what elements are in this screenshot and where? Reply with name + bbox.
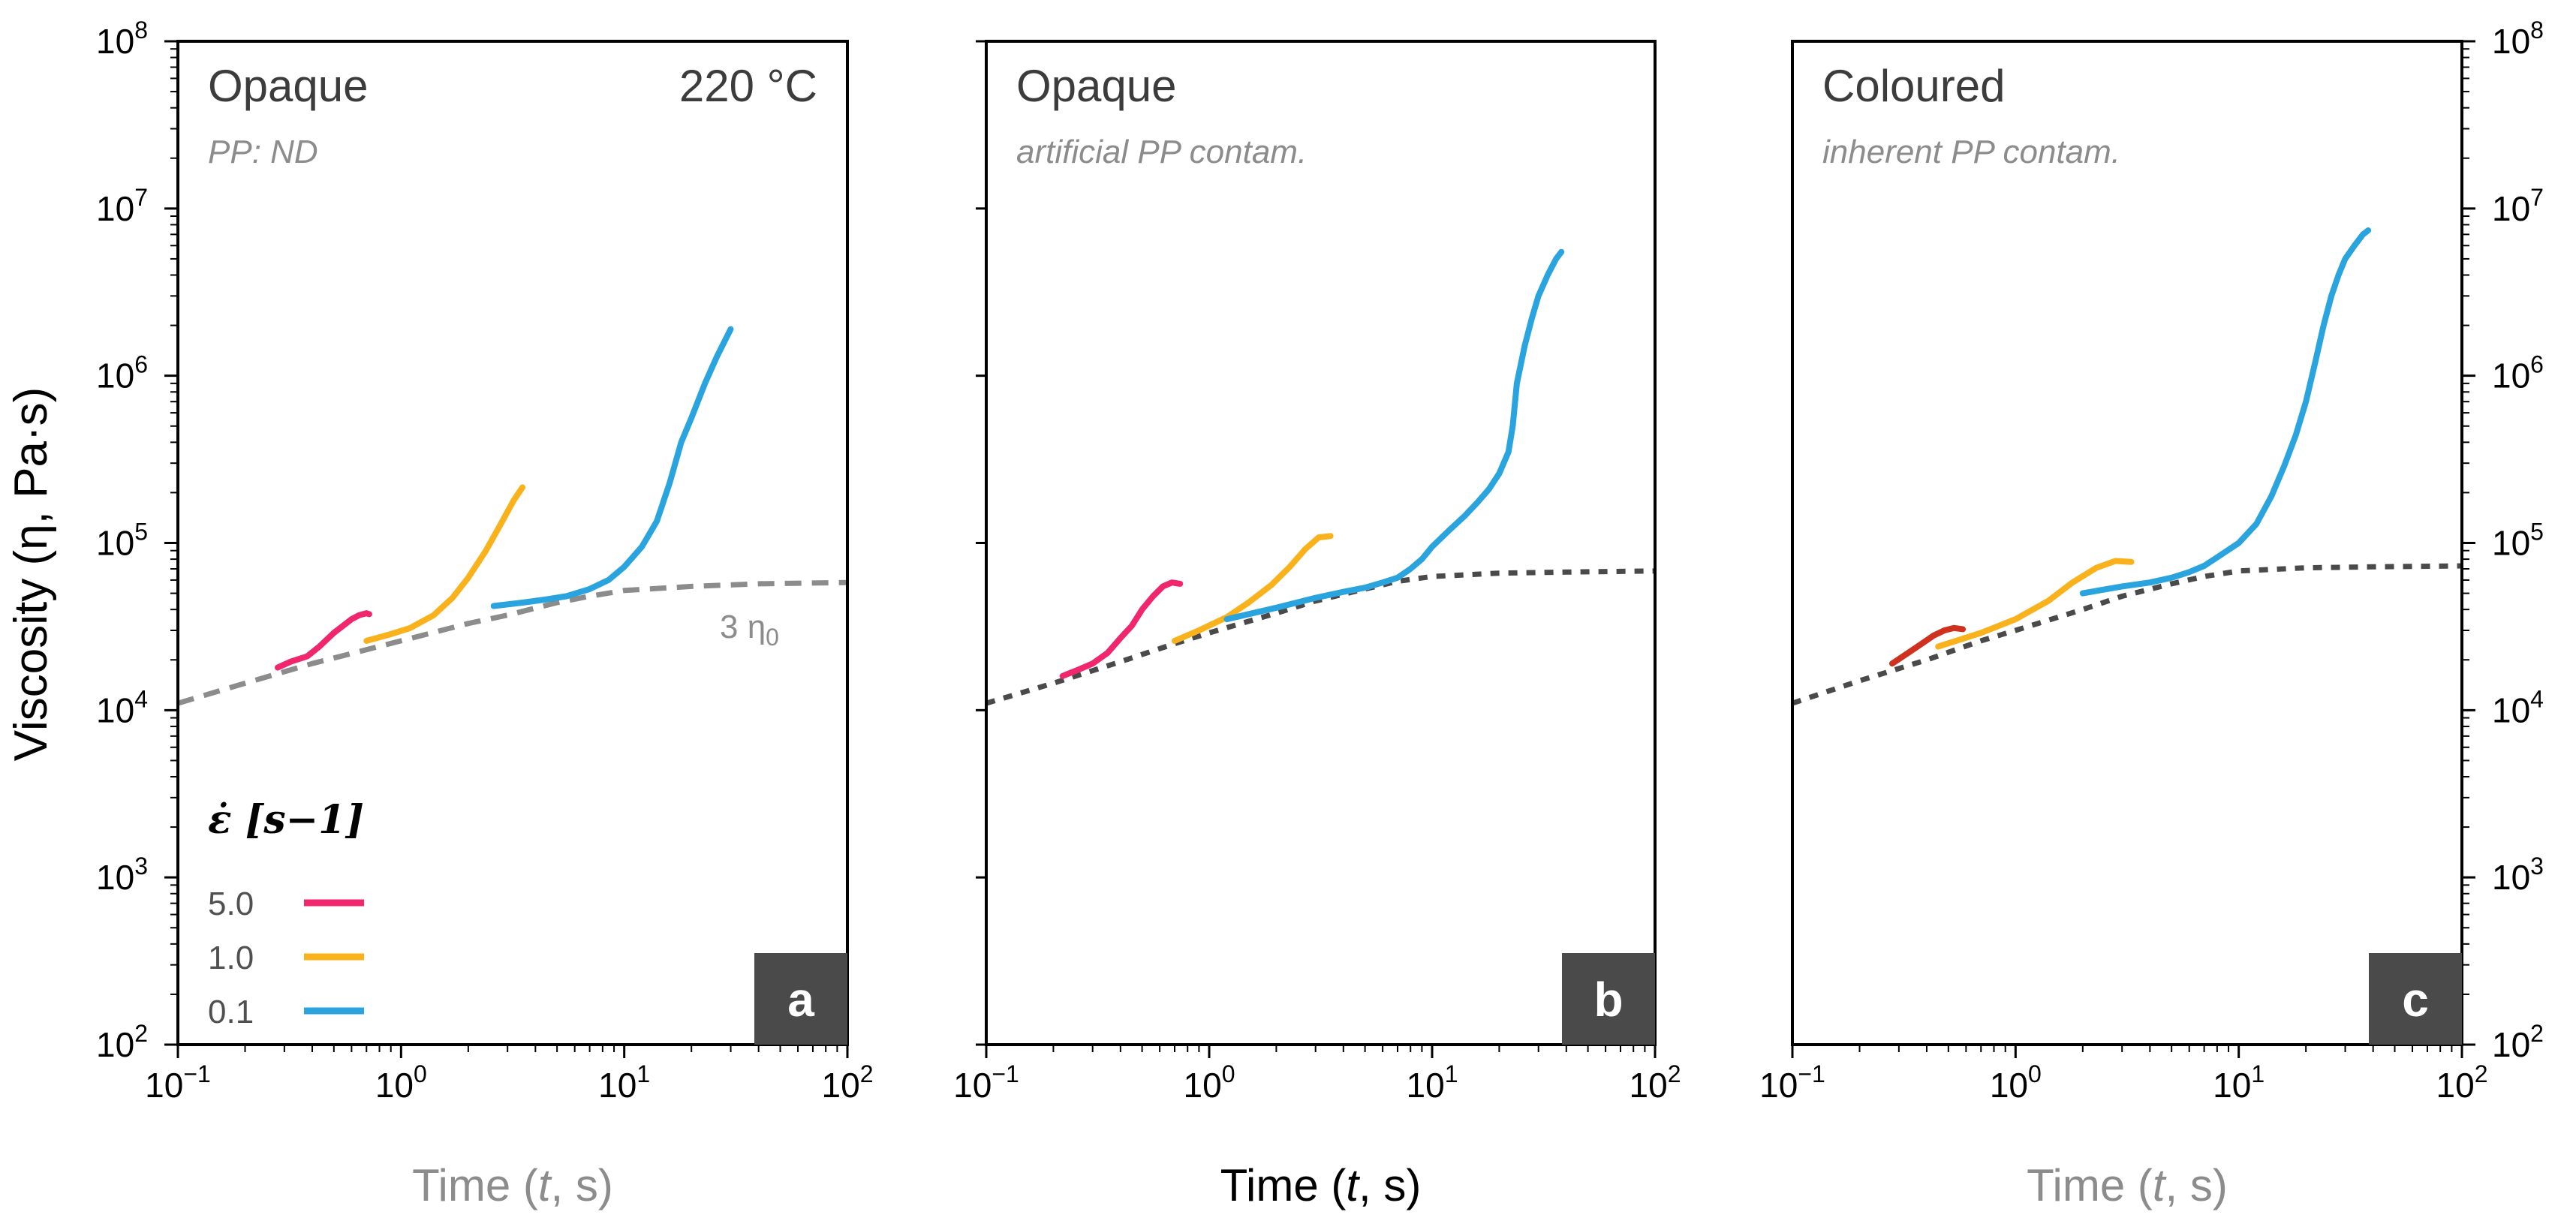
series-group-c — [1792, 227, 2462, 706]
y-tick-label: 108 — [2492, 17, 2544, 61]
x-ticks-b: 10−1 100 101 102 — [953, 1045, 1681, 1105]
y-tick-label: 103 — [96, 853, 148, 897]
panel-b: 10−1 100 101 102 Opaque artificial PP contam.… — [953, 40, 1681, 1210]
x-tick-label: 101 — [598, 1060, 650, 1105]
y-tick-label: 104 — [96, 685, 148, 729]
x-axis-label: Time (t, s) — [1220, 1160, 1422, 1210]
panel-badge: c — [2369, 953, 2462, 1045]
x-tick-label: 100 — [1184, 1060, 1235, 1105]
series-line-5.0 — [1889, 624, 1966, 667]
axes-frame — [985, 40, 1657, 1046]
series-line-5.0 — [275, 610, 372, 671]
y-tick-label: 102 — [96, 1020, 148, 1064]
legend-label: 5.0 — [208, 886, 254, 922]
x-tick-label: 10−1 — [145, 1060, 211, 1105]
x-tick-label: 102 — [2436, 1060, 2488, 1105]
y-tick-label: 106 — [2492, 351, 2544, 395]
axes-frame — [176, 40, 849, 1046]
badge-box — [1562, 953, 1655, 1045]
panel-badge: a — [754, 953, 847, 1045]
panel-badge: b — [1562, 953, 1655, 1045]
panel-title: Opaque — [208, 61, 369, 111]
y-axis-label: Viscosity (η, Pa·s) — [5, 387, 57, 761]
y-ticks-b — [976, 40, 986, 1046]
x-tick-label: 102 — [1630, 1060, 1681, 1105]
y-tick-label: 104 — [2492, 685, 2544, 729]
x-tick-label: 100 — [375, 1060, 427, 1105]
x-axis-label: Time (t, s) — [2027, 1160, 2228, 1210]
panel-title: Coloured — [1822, 61, 2006, 111]
x-tick-label: 100 — [1990, 1060, 2042, 1105]
series-line-5.0 — [1059, 579, 1184, 679]
badge-box — [754, 953, 847, 1045]
panel-subtitle: inherent PP contam. — [1822, 134, 2120, 170]
panel-subtitle: artificial PP contam. — [1016, 134, 1307, 170]
series-line-3 η0 — [1792, 563, 2462, 706]
series-line-3 η0 — [986, 568, 1655, 706]
x-tick-label: 10−1 — [1759, 1060, 1825, 1105]
x-tick-label: 102 — [822, 1060, 874, 1105]
y-tick-label: 106 — [96, 351, 148, 395]
legend: ε̇ [s−1] 5.0 1.0 0.1 — [208, 797, 364, 1030]
legend-label: 1.0 — [208, 940, 254, 976]
series-line-1.0 — [1172, 533, 1334, 644]
badge-letter: c — [2402, 973, 2429, 1027]
y-tick-label: 103 — [2492, 853, 2544, 897]
legend-label: 0.1 — [208, 994, 254, 1030]
badge-letter: a — [787, 973, 814, 1027]
axes-frame — [1791, 40, 2463, 1046]
series-line-3 η0 — [178, 579, 847, 706]
x-tick-label: 10−1 — [953, 1060, 1019, 1105]
panel-subtitle: PP: ND — [208, 134, 318, 170]
y-tick-label: 108 — [96, 17, 148, 61]
y-ticks-a: 102 103 104 105 106 107 108 — [96, 17, 178, 1064]
series-group-a — [178, 326, 847, 706]
y-tick-label: 105 — [2492, 519, 2544, 563]
x-ticks-c: 10−1 100 101 102 — [1759, 1045, 2487, 1105]
panel-a: 10−1 100 101 102 102 103 104 105 106 107 108 Opaque… — [96, 17, 873, 1210]
y-tick-label: 107 — [2492, 184, 2544, 228]
badge-box — [2369, 953, 2462, 1045]
x-tick-label: 101 — [1407, 1060, 1458, 1105]
y-tick-label: 107 — [96, 184, 148, 228]
series-line-1.0 — [1935, 558, 2135, 650]
series-line-0.1 — [490, 326, 734, 609]
y-tick-label: 102 — [2492, 1020, 2544, 1064]
badge-letter: b — [1593, 973, 1623, 1027]
eta0-annotation: 3 η0 — [720, 609, 779, 651]
x-axis-label: Time (t, s) — [412, 1160, 613, 1210]
series-line-0.1 — [2079, 227, 2372, 597]
series-group-b — [986, 248, 1655, 706]
temperature-label: 220 °C — [679, 61, 817, 111]
series-line-1.0 — [363, 484, 526, 644]
panel-title: Opaque — [1016, 61, 1177, 111]
legend-title: ε̇ [s−1] — [208, 797, 364, 843]
y-tick-label: 105 — [96, 519, 148, 563]
x-ticks-a: 10−1 100 101 102 — [145, 1045, 873, 1105]
y-ticks-c: 102 103 104 105 106 107 108 — [2462, 17, 2544, 1064]
x-tick-label: 101 — [2213, 1060, 2265, 1105]
series-line-0.1 — [1223, 248, 1565, 623]
